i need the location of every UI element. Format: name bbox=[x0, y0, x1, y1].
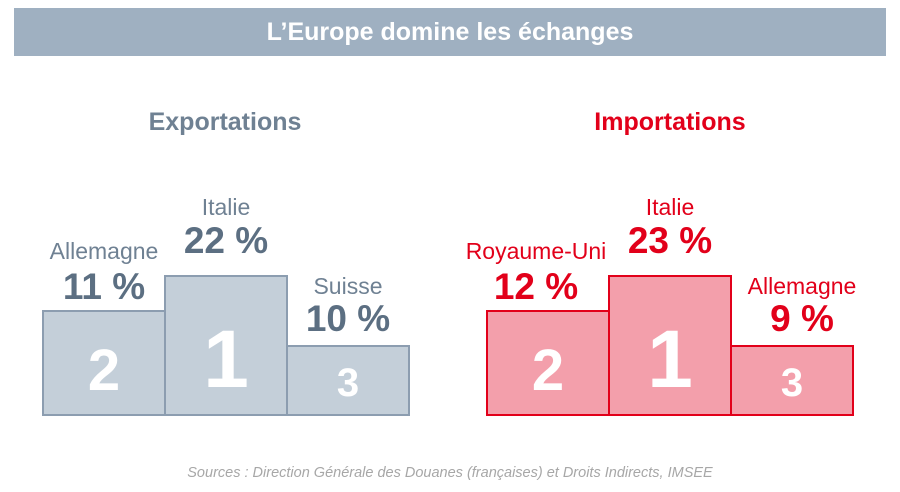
imports-rank-third: 3 bbox=[780, 361, 804, 405]
imports-value-third: 9 % bbox=[770, 298, 834, 339]
imports-country-second: Royaume-Uni bbox=[465, 238, 607, 264]
exports-country-second: Allemagne bbox=[49, 238, 159, 264]
exports-value-first: 22 % bbox=[183, 220, 269, 261]
exports-country-third: Suisse bbox=[313, 273, 383, 299]
imports-rank-first: 1 bbox=[647, 314, 693, 405]
exports-country-first: Italie bbox=[201, 194, 251, 220]
exports-title: Exportations bbox=[148, 108, 302, 136]
banner-title: L’Europe domine les échanges bbox=[14, 8, 886, 56]
exports-podium-third: 3 bbox=[286, 345, 410, 416]
exports-value-second: 11 % bbox=[62, 266, 146, 307]
source-note: Sources : Direction Générale des Douanes… bbox=[187, 465, 713, 481]
imports-podium-third: 3 bbox=[730, 345, 854, 416]
imports-podium-second: 2 bbox=[486, 310, 610, 416]
imports-country-first: Italie bbox=[645, 194, 695, 220]
exports-value-third: 10 % bbox=[305, 298, 391, 339]
imports-country-third: Allemagne bbox=[747, 273, 857, 299]
exports-podium-second: 2 bbox=[42, 310, 166, 416]
imports-rank-second: 2 bbox=[531, 338, 565, 403]
exports-rank-third: 3 bbox=[336, 361, 360, 405]
exports-rank-second: 2 bbox=[87, 338, 121, 403]
exports-rank-first: 1 bbox=[203, 314, 249, 405]
imports-title: Importations bbox=[594, 108, 746, 136]
imports-value-second: 12 % bbox=[493, 266, 579, 307]
exports-podium-first: 1 bbox=[164, 275, 288, 416]
imports-value-first: 23 % bbox=[627, 220, 713, 261]
